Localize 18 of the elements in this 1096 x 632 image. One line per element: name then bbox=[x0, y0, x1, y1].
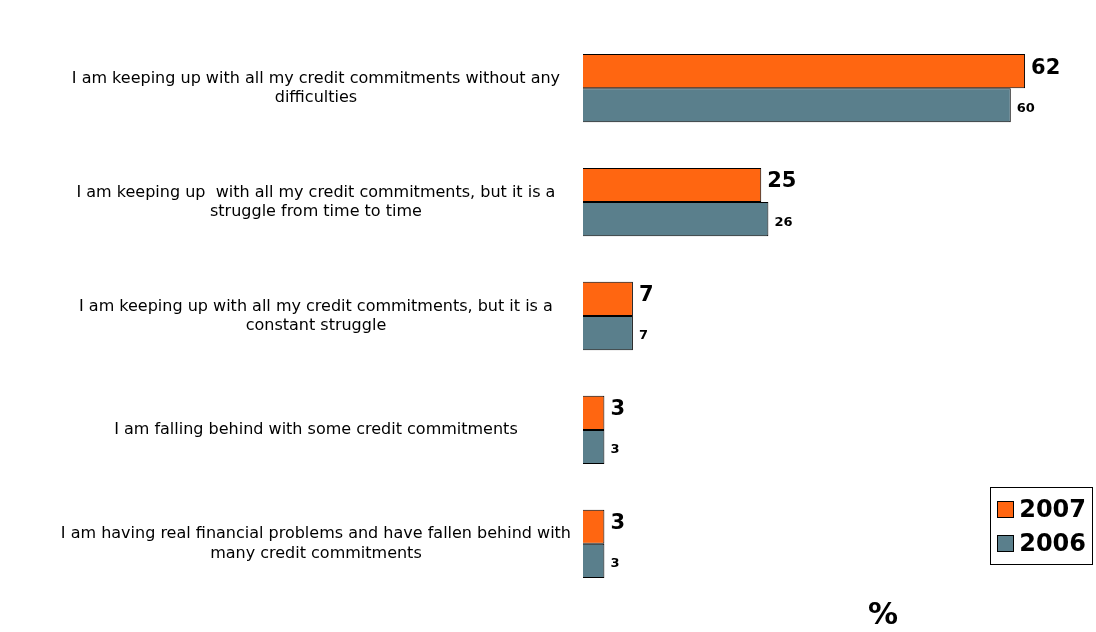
y-tick-label: I am falling behind with some credit commitments bbox=[114, 419, 518, 439]
data-label: 62 bbox=[1031, 54, 1061, 79]
data-label: 7 bbox=[638, 327, 648, 343]
data-label: 25 bbox=[767, 168, 797, 193]
data-label: 3 bbox=[610, 510, 626, 535]
legend-label: 2007 bbox=[1019, 494, 1086, 525]
legend-label: 2006 bbox=[1019, 528, 1086, 559]
annotation: % bbox=[868, 596, 899, 631]
y-tick-label: I am keeping up with all my credit commitments without any difficulties bbox=[71, 67, 561, 106]
y-tick-label: I am keeping up with all my credit commitments, but it is a struggle from time to time bbox=[76, 181, 556, 220]
data-label: 3 bbox=[610, 555, 620, 571]
data-label: 3 bbox=[610, 441, 620, 457]
data-label: 7 bbox=[638, 282, 654, 307]
data-label: 3 bbox=[610, 396, 626, 421]
y-tick-label: I am keeping up with all my credit commitments, but it is a constant struggle bbox=[79, 295, 553, 334]
data-label: 26 bbox=[774, 213, 793, 229]
y-tick-label: I am having real financial problems and have fallen behind with many credit commitments bbox=[60, 523, 571, 562]
data-label: 60 bbox=[1016, 99, 1035, 115]
